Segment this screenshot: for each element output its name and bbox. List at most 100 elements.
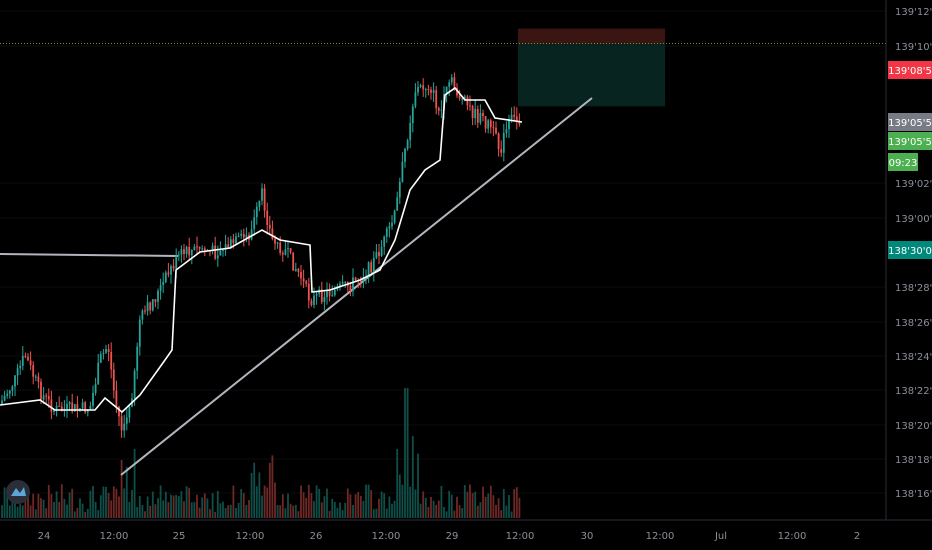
volume-bar	[424, 497, 427, 518]
candle-body	[497, 133, 500, 150]
volume-bar	[404, 388, 406, 518]
volume-bar	[102, 486, 105, 518]
candle-body	[162, 281, 165, 286]
candle-body	[53, 409, 55, 412]
volume-bar	[79, 498, 81, 518]
candle-body	[45, 395, 48, 397]
volume-bar	[328, 510, 331, 518]
volume-bar	[310, 493, 313, 518]
volume-bar	[216, 490, 219, 518]
candle-body	[227, 244, 230, 249]
volume-bar	[346, 488, 349, 518]
candle-body	[450, 77, 453, 83]
volume-bar	[461, 508, 464, 518]
volume-bar	[255, 486, 258, 518]
price-tick-label: 139'12'0	[895, 7, 932, 18]
candle-body	[333, 289, 336, 296]
candle-body	[489, 120, 492, 128]
candle-body	[323, 297, 326, 303]
stop-loss-zone[interactable]	[518, 28, 665, 44]
candle-body	[302, 278, 305, 282]
candle-body	[250, 229, 253, 240]
price-tick-label: 138'18'0	[895, 455, 932, 466]
volume-bar	[414, 489, 417, 518]
volume-bar	[190, 502, 193, 518]
volume-bar	[99, 495, 102, 518]
candle-body	[188, 246, 191, 256]
candle-body	[502, 133, 505, 153]
volume-bar	[222, 501, 224, 518]
volume-bar	[45, 508, 48, 518]
volume-bar	[357, 492, 360, 518]
volume-bar	[6, 490, 9, 518]
volume-bar	[188, 487, 191, 518]
volume-bar	[497, 498, 500, 518]
volume-bar	[11, 498, 14, 518]
volume-bar	[58, 501, 61, 518]
candle-body	[203, 248, 206, 251]
trendline[interactable]	[120, 97, 593, 476]
volume-bar	[505, 505, 508, 518]
tradingview-logo-icon[interactable]	[6, 480, 30, 504]
candle-body	[518, 121, 521, 125]
candle-body	[170, 265, 172, 275]
volume-bar	[375, 508, 378, 518]
time-tick-label: 12:00	[506, 531, 535, 542]
candle-body	[500, 149, 503, 153]
volume-bar	[313, 501, 315, 518]
candle-body	[6, 393, 9, 396]
candle-body	[47, 396, 50, 400]
candle-body	[391, 222, 393, 227]
candle-body	[164, 272, 167, 282]
volume-bar	[448, 490, 451, 518]
candle-body	[471, 106, 474, 119]
take-profit-zone[interactable]	[518, 43, 665, 107]
volume-bar	[469, 484, 471, 518]
price-tag-label: 139'05'5	[888, 118, 932, 129]
candle-body	[211, 245, 214, 251]
price-axis[interactable]: 139'12'0 139'10'0 139'02'0 139'00'0 138'28'0…	[0, 0, 932, 521]
volume-bar	[370, 489, 373, 518]
volume-bar	[201, 497, 204, 518]
volume-bar	[341, 510, 344, 518]
candle-body	[339, 283, 341, 286]
volume-bar	[471, 493, 474, 518]
volume-bar	[131, 490, 133, 518]
candle-body	[112, 369, 115, 391]
candle-body	[513, 114, 516, 117]
candle-body	[138, 319, 141, 347]
short-position-tool[interactable]	[518, 28, 665, 107]
volume-bar	[107, 493, 110, 518]
volume-bar	[211, 493, 214, 518]
candle-body	[193, 246, 196, 251]
candle-body	[73, 404, 76, 412]
candle-body	[115, 390, 118, 407]
candle-body	[367, 262, 370, 277]
drawing-lines[interactable]	[0, 43, 886, 476]
candle-body	[396, 197, 399, 211]
candle-body	[279, 242, 282, 254]
candle-body	[359, 280, 362, 282]
candle-body	[60, 406, 63, 411]
volume-bar	[339, 502, 341, 518]
candle-body	[401, 161, 404, 182]
candle-body	[232, 239, 235, 244]
volume-bar	[159, 485, 162, 518]
volume-bar	[110, 500, 113, 518]
volume-bar	[513, 489, 516, 518]
volume-bar	[94, 501, 97, 518]
horizontal-level-line[interactable]	[0, 253, 179, 257]
candle-body	[320, 289, 323, 303]
candle-body	[133, 370, 136, 399]
volume-bar	[198, 507, 201, 518]
time-axis[interactable]: 24 12:00 25 12:00 26 12:00 29 12:00 30 12:00 Jul 12…	[38, 531, 861, 542]
candle-body	[97, 362, 100, 385]
candle-body	[253, 217, 256, 230]
volume-bar	[492, 495, 495, 518]
candle-body	[167, 272, 170, 275]
volume-bar	[136, 507, 139, 518]
volume-bar	[242, 493, 245, 518]
candle-body	[492, 127, 495, 129]
candle-body	[458, 95, 461, 99]
